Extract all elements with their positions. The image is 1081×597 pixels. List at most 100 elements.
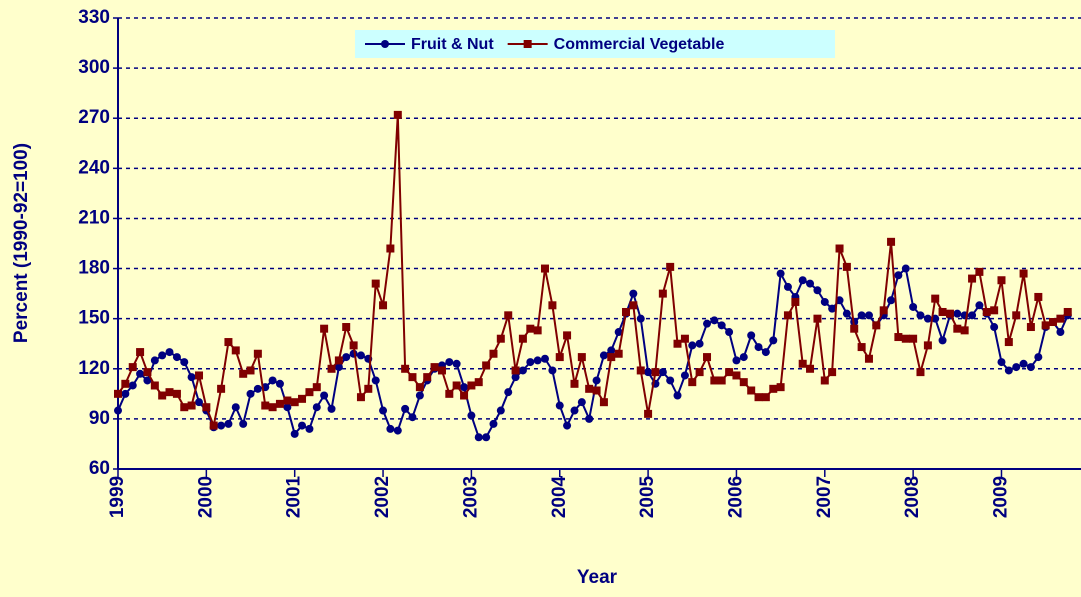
marker [349, 341, 358, 350]
marker [688, 378, 697, 387]
marker [474, 378, 483, 387]
marker [1056, 328, 1065, 337]
marker [202, 403, 211, 412]
marker [158, 351, 167, 360]
x-tick-label: 2008 [902, 476, 923, 518]
marker [703, 319, 712, 328]
marker [298, 421, 307, 430]
marker [224, 419, 233, 428]
legend-label: Commercial Vegetable [554, 36, 725, 53]
marker [857, 311, 866, 320]
marker [901, 334, 910, 343]
x-tick-label: 2007 [814, 476, 835, 518]
marker [872, 321, 881, 330]
marker [695, 368, 704, 377]
marker [518, 334, 527, 343]
marker [1012, 311, 1021, 320]
marker [298, 394, 307, 403]
marker [673, 339, 682, 348]
marker [864, 311, 873, 320]
marker [1019, 269, 1028, 278]
marker [864, 354, 873, 363]
marker [563, 421, 572, 430]
marker [268, 376, 277, 385]
marker [614, 328, 623, 337]
marker [887, 237, 896, 246]
marker [783, 282, 792, 291]
y-tick-label: 120 [78, 358, 110, 379]
legend-label: Fruit & Nut [411, 36, 494, 53]
marker [187, 401, 196, 410]
marker [923, 341, 932, 350]
marker [717, 376, 726, 385]
marker [386, 424, 395, 433]
marker [931, 294, 940, 303]
marker [666, 376, 675, 385]
marker [776, 269, 785, 278]
marker [1041, 321, 1050, 330]
marker [496, 334, 505, 343]
marker [261, 401, 270, 410]
marker [275, 399, 284, 408]
legend: Fruit & Nut Commercial Vegetable [355, 30, 835, 58]
marker [725, 328, 734, 337]
marker [437, 366, 446, 375]
marker [334, 363, 343, 372]
marker [894, 271, 903, 280]
marker [246, 389, 255, 398]
marker [165, 388, 174, 397]
marker [371, 279, 380, 288]
marker [614, 349, 623, 358]
x-tick-label: 2000 [195, 476, 216, 518]
marker [813, 314, 822, 323]
marker [607, 346, 616, 355]
marker [776, 383, 785, 392]
marker [452, 359, 461, 368]
marker [172, 389, 181, 398]
marker [916, 311, 925, 320]
marker [585, 414, 594, 423]
marker [798, 276, 807, 285]
marker [180, 358, 189, 367]
marker [489, 349, 498, 358]
marker [622, 307, 631, 316]
marker [342, 353, 351, 362]
marker [114, 406, 122, 415]
marker [283, 396, 292, 405]
marker [1019, 359, 1028, 368]
marker [283, 403, 292, 412]
marker [563, 331, 572, 340]
marker [143, 368, 152, 377]
marker [533, 326, 542, 335]
marker [540, 264, 549, 273]
marker [806, 364, 815, 373]
marker [960, 326, 969, 335]
marker [305, 388, 314, 397]
marker [312, 383, 321, 392]
marker [334, 356, 343, 365]
marker [158, 391, 167, 400]
marker [968, 311, 977, 320]
marker [290, 429, 299, 438]
marker [592, 376, 601, 385]
marker [555, 401, 564, 410]
marker [938, 336, 947, 345]
marker [231, 346, 240, 355]
marker [511, 373, 520, 382]
marker [482, 361, 491, 370]
marker [356, 351, 365, 360]
marker [710, 316, 719, 325]
marker [953, 309, 962, 318]
marker [195, 371, 204, 380]
marker [1048, 318, 1057, 327]
marker [239, 419, 248, 428]
marker [945, 309, 954, 318]
marker [732, 356, 741, 365]
marker [739, 378, 748, 387]
marker [364, 384, 373, 393]
marker [909, 302, 918, 311]
marker [813, 286, 822, 295]
marker [695, 339, 704, 348]
